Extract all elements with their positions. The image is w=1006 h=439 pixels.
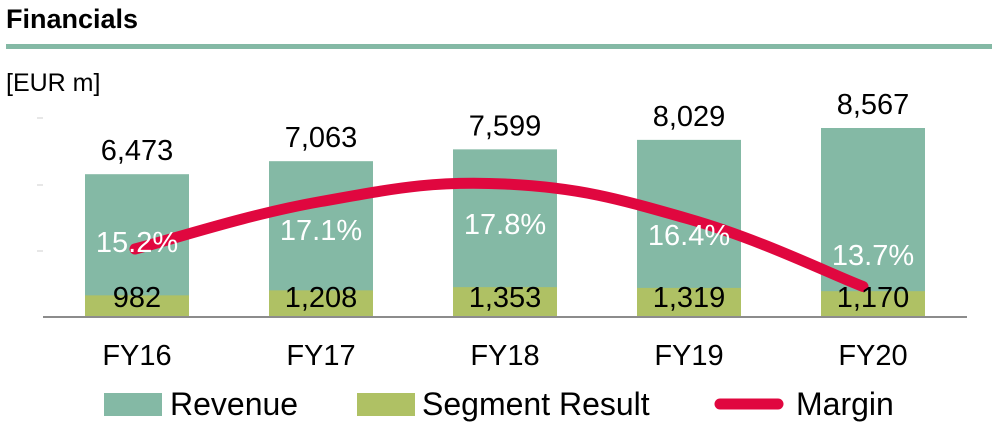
page-title: Financials (6, 4, 139, 34)
x-tick-label: FY17 (286, 340, 355, 372)
segment-result-value-label: 1,319 (653, 282, 726, 314)
margin-line (129, 177, 869, 292)
segment-result-value-label: 1,208 (285, 282, 358, 314)
revenue-value-label: 8,567 (837, 89, 910, 121)
segment-result-bars (85, 287, 925, 317)
margin-value-label: 17.8% (464, 209, 546, 241)
unit-label: [EUR m] (6, 69, 100, 97)
revenue-value-label: 6,473 (101, 135, 174, 167)
revenue-bar (821, 128, 925, 317)
legend: Revenue Segment Result Margin (104, 386, 894, 422)
legend-swatch-revenue (104, 393, 162, 416)
legend-label-margin: Margin (796, 386, 894, 422)
revenue-value-label: 8,029 (653, 101, 726, 133)
segment-result-bar (453, 287, 557, 317)
margin-value-label: 15.2% (96, 227, 178, 259)
segment-result-bar (821, 291, 925, 317)
margin-value-label: 16.4% (648, 220, 730, 252)
x-tick-label: FY19 (654, 340, 723, 372)
segment-result-value-label: 982 (113, 282, 161, 314)
y-axis-ticks (37, 117, 43, 252)
margin-value-label: 13.7% (832, 240, 914, 272)
segment-result-bar (637, 287, 741, 317)
margin-line-group (129, 177, 869, 292)
revenue-value-label: 7,599 (469, 110, 542, 142)
margin-value-label: 17.1% (280, 215, 362, 247)
x-tick-label: FY16 (102, 340, 171, 372)
segment-result-bar (85, 295, 189, 317)
segment-result-bar (269, 290, 373, 317)
segment-result-value-label: 1,170 (837, 282, 910, 314)
legend-swatch-segment-result (357, 393, 415, 416)
data-labels: 6,473 982 7,063 1,208 7,599 1,353 8,029 1,319 8,… (96, 89, 914, 314)
revenue-value-label: 7,063 (285, 122, 358, 154)
segment-result-value-label: 1,353 (469, 282, 542, 314)
x-axis-ticks: FY16 FY17 FY18 FY19 FY20 (102, 340, 907, 372)
x-tick-label: FY18 (470, 340, 539, 372)
title-rule (6, 44, 992, 49)
legend-label-segment-result: Segment Result (422, 386, 650, 422)
x-tick-label: FY20 (838, 340, 907, 372)
legend-label-revenue: Revenue (170, 386, 298, 422)
